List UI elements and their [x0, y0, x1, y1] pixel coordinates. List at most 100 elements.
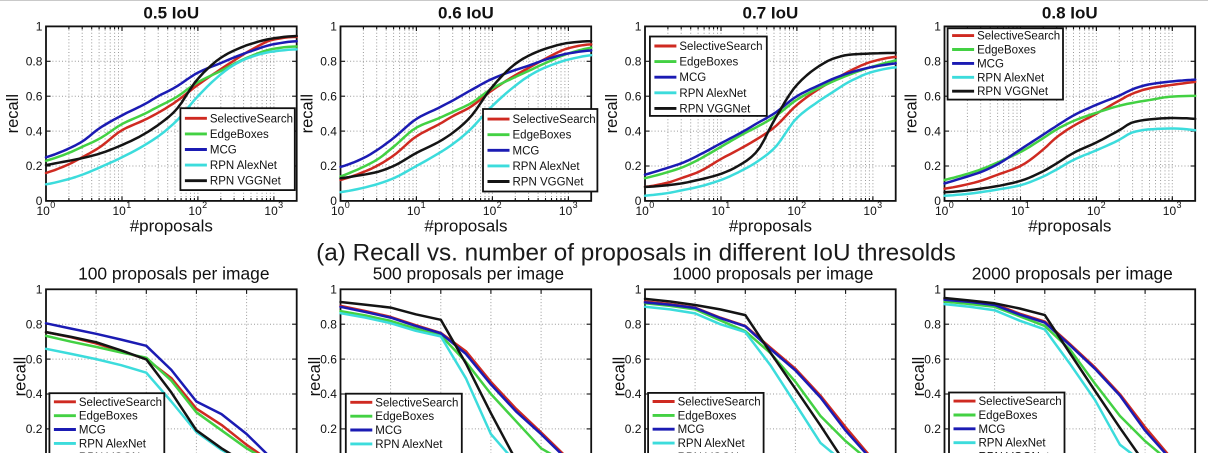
svg-text:1: 1: [36, 283, 43, 297]
svg-text:#proposals: #proposals: [1028, 216, 1111, 235]
svg-text:1: 1: [330, 20, 337, 34]
svg-text:0.2: 0.2: [26, 422, 43, 436]
svg-text:MCG: MCG: [977, 58, 1004, 70]
svg-text:recall: recall: [603, 94, 621, 133]
svg-text:SelectiveSearch: SelectiveSearch: [375, 397, 458, 409]
svg-text:1: 1: [421, 200, 426, 210]
svg-text:3: 3: [1177, 200, 1182, 210]
svg-text:10: 10: [636, 204, 650, 218]
svg-text:0.8: 0.8: [625, 55, 642, 69]
svg-text:RPN AlexNet: RPN AlexNet: [375, 439, 443, 451]
svg-text:EdgeBoxes: EdgeBoxes: [679, 57, 738, 69]
svg-text:0.4: 0.4: [320, 124, 337, 138]
svg-text:0.8: 0.8: [26, 317, 43, 331]
svg-text:EdgeBoxes: EdgeBoxes: [513, 130, 572, 142]
svg-text:10: 10: [331, 204, 345, 218]
svg-text:MCG: MCG: [79, 425, 106, 437]
svg-text:RPN VGGNet: RPN VGGNet: [679, 103, 751, 115]
svg-text:0.2: 0.2: [320, 159, 337, 173]
svg-text:3: 3: [877, 200, 882, 210]
svg-text:1: 1: [635, 283, 642, 297]
svg-text:0.4: 0.4: [924, 124, 941, 138]
svg-text:2000 proposals per image: 2000 proposals per image: [972, 264, 1173, 284]
svg-text:recall: recall: [610, 357, 628, 396]
svg-text:0.2: 0.2: [26, 159, 43, 173]
svg-text:2: 2: [1101, 200, 1106, 210]
svg-text:RPN AlexNet: RPN AlexNet: [977, 72, 1045, 84]
svg-text:RPN VGGNet: RPN VGGNet: [513, 177, 585, 189]
svg-text:RPN AlexNet: RPN AlexNet: [979, 438, 1047, 450]
svg-text:SelectiveSearch: SelectiveSearch: [79, 397, 162, 409]
svg-text:recall: recall: [903, 94, 921, 133]
svg-text:0: 0: [50, 200, 55, 210]
svg-text:10: 10: [863, 204, 877, 218]
svg-text:SelectiveSearch: SelectiveSearch: [513, 114, 596, 126]
svg-text:SelectiveSearch: SelectiveSearch: [679, 41, 762, 53]
svg-text:0.6: 0.6: [26, 89, 43, 103]
svg-text:1: 1: [330, 283, 337, 297]
svg-text:EdgeBoxes: EdgeBoxes: [977, 45, 1036, 57]
svg-text:10: 10: [559, 204, 573, 218]
svg-text:500 proposals per image: 500 proposals per image: [373, 264, 564, 284]
svg-text:EdgeBoxes: EdgeBoxes: [979, 410, 1038, 422]
svg-text:RPN AlexNet: RPN AlexNet: [679, 88, 747, 100]
svg-text:0.8: 0.8: [320, 317, 337, 331]
svg-text:10: 10: [1163, 204, 1177, 218]
svg-text:1: 1: [36, 20, 43, 34]
svg-text:3: 3: [573, 200, 578, 210]
svg-text:RPN AlexNet: RPN AlexNet: [513, 161, 581, 173]
svg-text:1: 1: [1025, 200, 1030, 210]
svg-text:3: 3: [278, 200, 283, 210]
svg-text:0.2: 0.2: [320, 422, 337, 436]
svg-text:0.6: 0.6: [320, 89, 337, 103]
svg-text:1: 1: [934, 20, 941, 34]
svg-text:10: 10: [37, 204, 51, 218]
svg-text:0.6: 0.6: [625, 89, 642, 103]
svg-text:0.2: 0.2: [924, 159, 941, 173]
svg-text:1: 1: [934, 283, 941, 297]
svg-text:10: 10: [935, 204, 949, 218]
svg-text:0.8: 0.8: [320, 55, 337, 69]
svg-text:MCG: MCG: [678, 424, 705, 436]
svg-text:0.2: 0.2: [625, 422, 642, 436]
svg-text:0: 0: [649, 200, 654, 210]
svg-text:2: 2: [801, 200, 806, 210]
svg-text:0.8: 0.8: [26, 55, 43, 69]
svg-text:EdgeBoxes: EdgeBoxes: [210, 129, 269, 141]
svg-text:SelectiveSearch: SelectiveSearch: [210, 113, 293, 125]
svg-text:0.8: 0.8: [625, 317, 642, 331]
svg-text:RPN AlexNet: RPN AlexNet: [79, 438, 147, 450]
svg-text:0.2: 0.2: [924, 422, 941, 436]
svg-text:RPN VGGNet: RPN VGGNet: [977, 86, 1049, 98]
svg-text:0.6: 0.6: [924, 89, 941, 103]
svg-text:(a) Recall vs. number of propo: (a) Recall vs. number of proposals in di…: [316, 240, 956, 267]
svg-text:0.8: 0.8: [924, 317, 941, 331]
svg-text:10: 10: [113, 204, 127, 218]
svg-text:10: 10: [407, 204, 421, 218]
svg-text:recall: recall: [299, 94, 317, 133]
svg-text:10: 10: [1011, 204, 1025, 218]
svg-text:recall: recall: [11, 357, 29, 396]
svg-text:0.2: 0.2: [625, 159, 642, 173]
svg-text:#proposals: #proposals: [130, 216, 213, 235]
svg-text:EdgeBoxes: EdgeBoxes: [375, 411, 434, 423]
svg-text:RPN AlexNet: RPN AlexNet: [678, 438, 746, 450]
svg-text:recall: recall: [306, 357, 324, 396]
svg-text:0.6 IoU: 0.6 IoU: [438, 4, 494, 23]
svg-text:SelectiveSearch: SelectiveSearch: [678, 397, 761, 409]
svg-text:0.8: 0.8: [924, 55, 941, 69]
svg-text:0: 0: [949, 200, 954, 210]
svg-text:EdgeBoxes: EdgeBoxes: [79, 411, 138, 423]
svg-text:SelectiveSearch: SelectiveSearch: [977, 31, 1060, 43]
svg-text:2: 2: [497, 200, 502, 210]
svg-text:MCG: MCG: [979, 424, 1006, 436]
svg-text:#proposals: #proposals: [729, 216, 812, 235]
svg-text:1000 proposals per image: 1000 proposals per image: [672, 264, 873, 284]
svg-text:#proposals: #proposals: [424, 216, 507, 235]
svg-text:0.5 IoU: 0.5 IoU: [143, 4, 199, 23]
svg-text:MCG: MCG: [513, 145, 540, 157]
svg-text:0: 0: [345, 200, 350, 210]
svg-text:RPN VGGNet: RPN VGGNet: [210, 176, 282, 188]
svg-text:1: 1: [725, 200, 730, 210]
svg-text:recall: recall: [910, 357, 928, 396]
